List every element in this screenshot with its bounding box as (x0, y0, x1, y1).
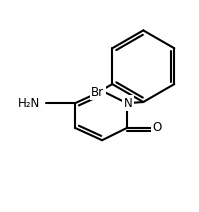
Text: H₂N: H₂N (18, 97, 41, 110)
Text: N: N (124, 97, 132, 110)
Text: Br: Br (91, 86, 104, 99)
Text: O: O (152, 121, 161, 134)
